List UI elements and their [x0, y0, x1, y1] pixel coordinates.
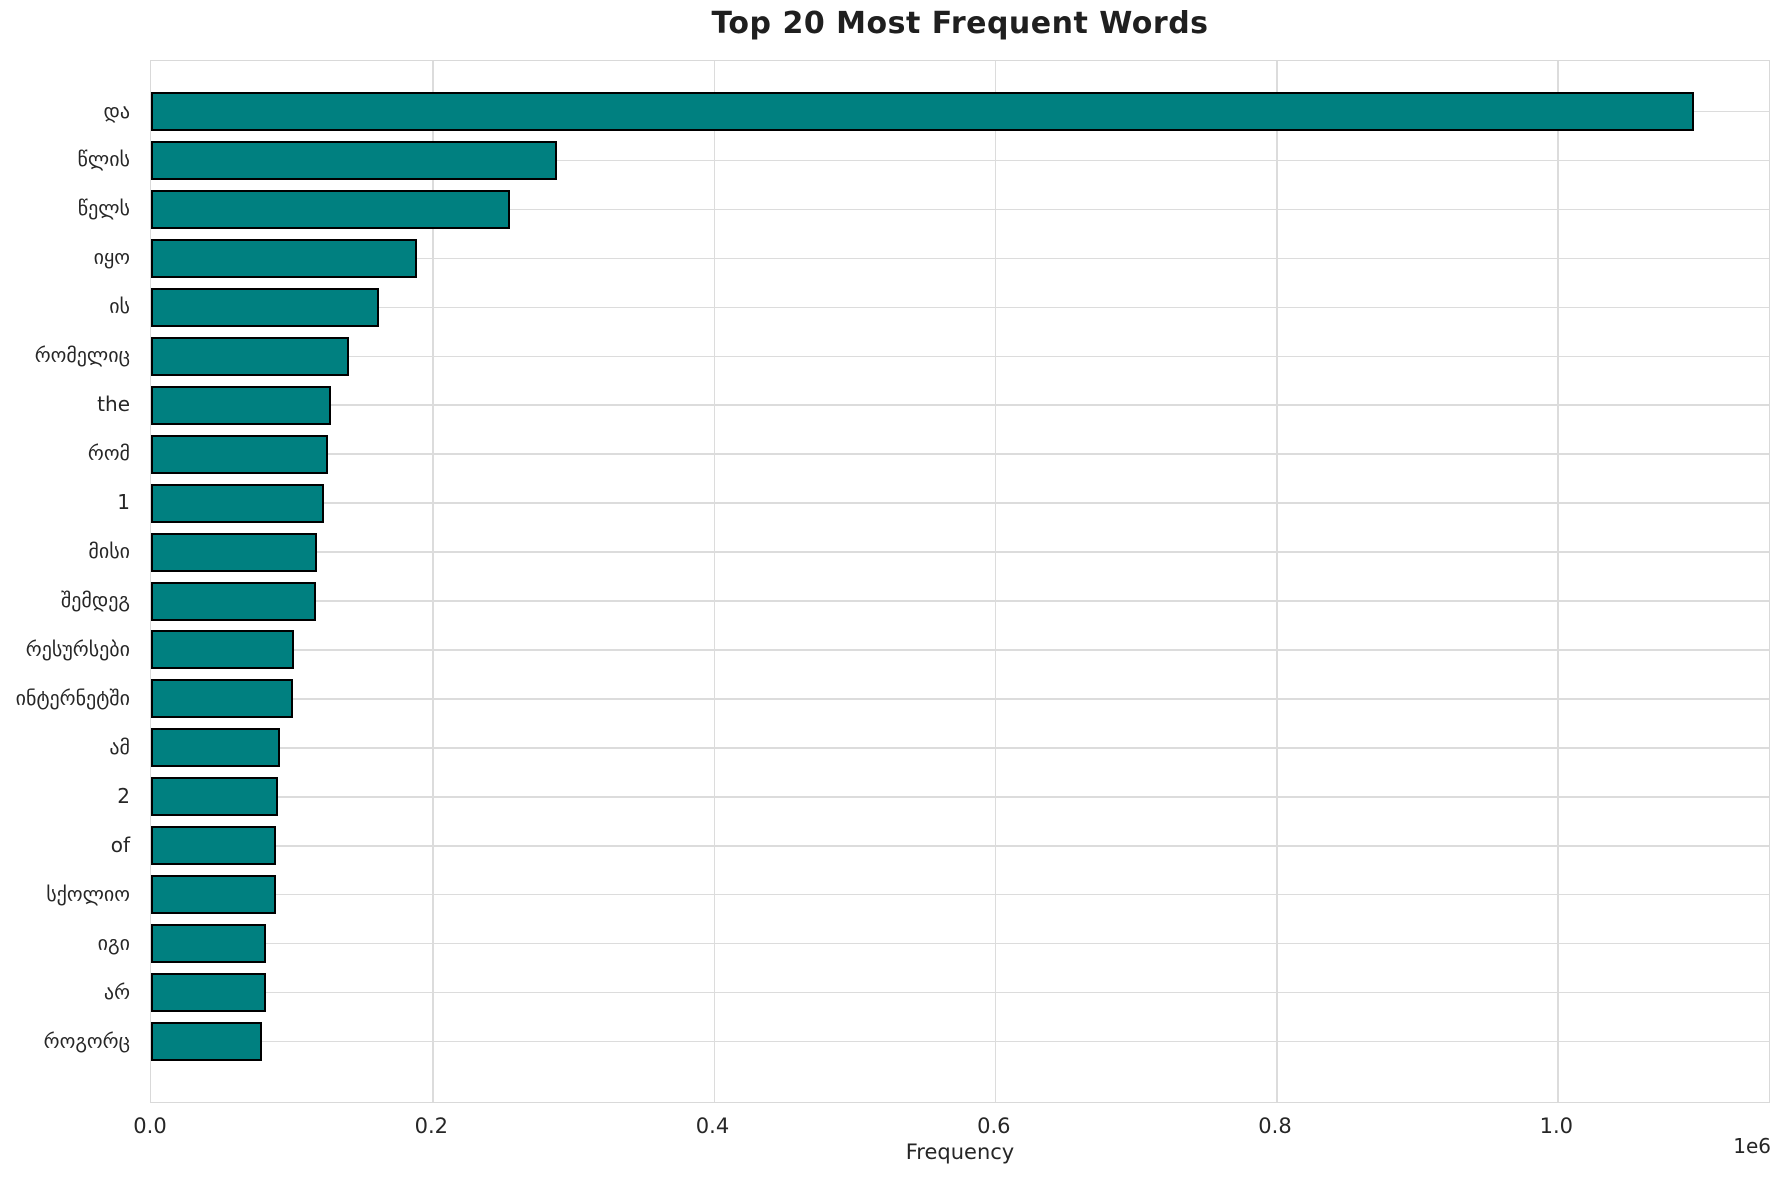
gridline-horizontal — [151, 1040, 1769, 1043]
y-tick-label: იყო — [93, 245, 130, 270]
x-tick-label: 0.6 — [977, 1114, 1011, 1138]
gridline-horizontal — [151, 747, 1769, 749]
gridline-vertical — [432, 61, 434, 1102]
bar-12 — [151, 630, 295, 670]
x-axis-label: Frequency — [905, 1140, 1015, 1164]
bar-13 — [151, 679, 293, 719]
y-tick-label: 1 — [117, 490, 130, 515]
bar-18 — [151, 924, 267, 964]
y-tick-label: 2 — [117, 783, 130, 808]
axis-offset-label: 1e6 — [1733, 1134, 1771, 1158]
gridline-horizontal — [151, 698, 1769, 700]
gridline-horizontal — [151, 453, 1769, 455]
bar-2 — [151, 140, 558, 180]
gridline-horizontal — [151, 306, 1769, 308]
bar-4 — [151, 238, 417, 278]
y-tick-label: წლის — [77, 147, 130, 172]
y-tick-label: ის — [109, 294, 130, 319]
gridline-vertical — [713, 61, 715, 1102]
gridline-vertical — [994, 61, 997, 1102]
bar-17 — [151, 875, 277, 915]
bar-11 — [151, 581, 316, 621]
y-tick-label: როგორც — [43, 1028, 130, 1053]
gridline-vertical — [1276, 61, 1278, 1102]
y-tick-label: of — [110, 832, 130, 857]
gridline-vertical — [1557, 61, 1559, 1102]
y-tick-label: იგი — [97, 930, 130, 955]
gridline-horizontal — [151, 600, 1769, 602]
bar-20 — [151, 1022, 263, 1061]
bar-14 — [151, 728, 281, 768]
gridline-horizontal — [151, 208, 1769, 211]
gridline-horizontal — [151, 649, 1769, 651]
y-tick-label: წელს — [77, 196, 130, 221]
bar-9 — [151, 483, 324, 523]
x-tick-label: 0.2 — [414, 1114, 448, 1138]
gridline-horizontal — [151, 404, 1769, 406]
y-tick-label: სქოლიო — [46, 881, 130, 906]
gridline-horizontal — [151, 893, 1769, 896]
y-tick-label: the — [97, 392, 130, 417]
gridline-horizontal — [151, 796, 1769, 798]
gridline-horizontal — [151, 257, 1769, 260]
gridline-horizontal — [151, 845, 1769, 847]
gridline-horizontal — [151, 159, 1769, 162]
bar-19 — [151, 973, 267, 1013]
bar-3 — [151, 189, 510, 229]
bar-10 — [151, 532, 317, 572]
bar-8 — [151, 434, 329, 474]
y-tick-label: და — [103, 98, 130, 123]
y-tick-label: რომ — [87, 441, 130, 466]
bar-6 — [151, 336, 350, 376]
chart-title: Top 20 Most Frequent Words — [711, 6, 1209, 41]
x-tick-label: 0.4 — [695, 1114, 730, 1138]
y-axis-labels: და წლის წელს იყო ის რომელიც the რომ 1 მისი შემდეგ რ… — [0, 60, 138, 1103]
x-tick-label: 0.8 — [1258, 1114, 1292, 1138]
gridline-horizontal — [151, 942, 1769, 945]
gridline-horizontal — [151, 355, 1769, 357]
y-tick-label: მისი — [88, 539, 130, 563]
bar-15 — [151, 777, 278, 817]
gridline-horizontal — [151, 502, 1769, 504]
y-tick-label: ინტერნეტში — [15, 685, 130, 710]
bar-16 — [151, 826, 277, 866]
x-tick-label: 1.0 — [1539, 1114, 1573, 1138]
bar-5 — [151, 287, 379, 327]
bar-1 — [151, 92, 1694, 131]
y-tick-label: რომელიც — [34, 343, 130, 368]
plot-area — [150, 60, 1770, 1103]
y-tick-label: რესურსები — [25, 636, 130, 661]
y-tick-label: ამ — [109, 734, 130, 759]
x-tick-label: 0.0 — [133, 1114, 167, 1138]
gridline-horizontal — [151, 551, 1769, 553]
y-tick-label: არ — [103, 979, 130, 1004]
gridline-horizontal — [151, 991, 1769, 994]
y-tick-label: შემდეგ — [60, 588, 130, 612]
bar-7 — [151, 385, 331, 425]
